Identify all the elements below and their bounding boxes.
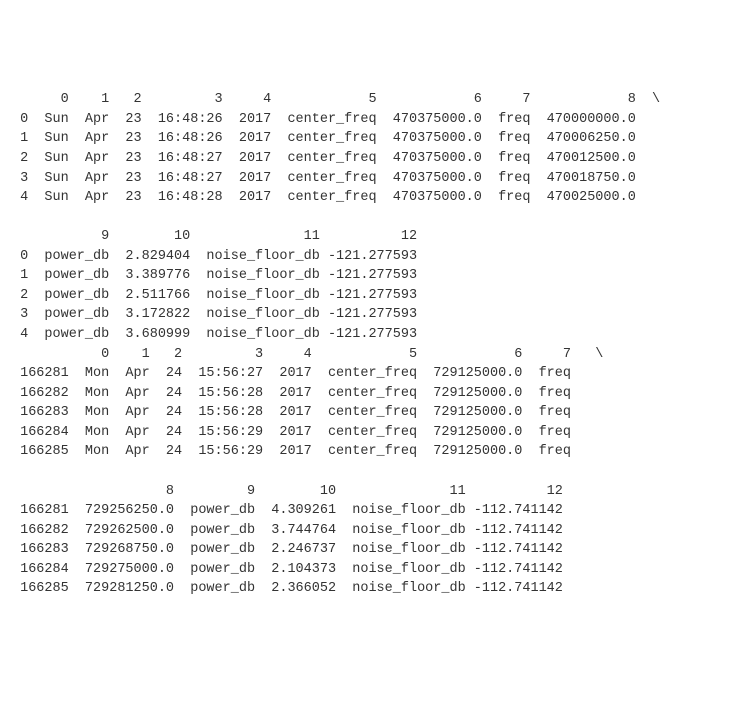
dataframe-display: 0 1 2 3 4 5 6 7 8 \ 0 Sun Apr 23 16:48:2…	[12, 90, 720, 599]
